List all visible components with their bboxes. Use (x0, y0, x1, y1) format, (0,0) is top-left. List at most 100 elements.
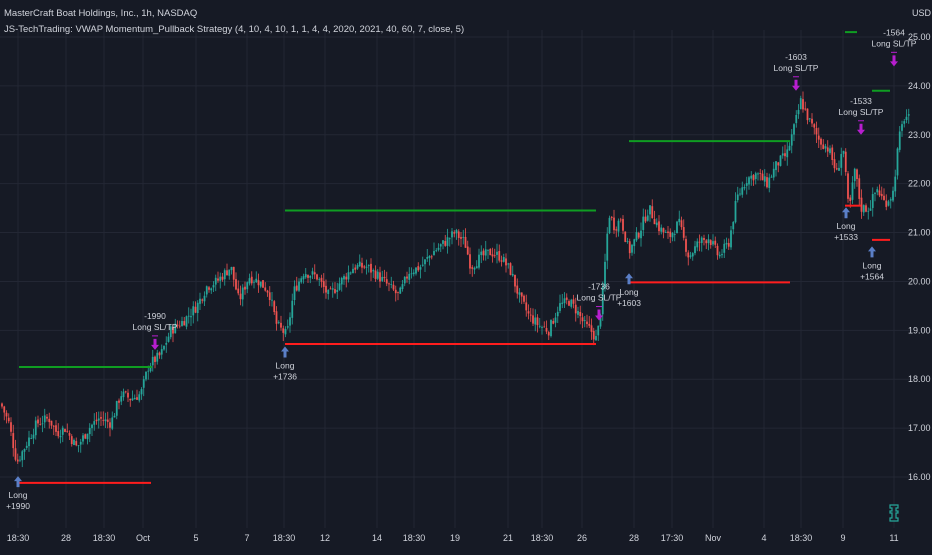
candle-body (502, 257, 505, 262)
candle-body (30, 438, 33, 439)
candle-body (93, 421, 96, 425)
candle-body (766, 177, 768, 188)
candle-body (102, 419, 105, 421)
candle-body (444, 241, 447, 246)
candle-body (257, 280, 260, 286)
candle-body (561, 302, 564, 304)
candle-body (354, 267, 357, 270)
candle-body (696, 241, 699, 248)
candle-body (761, 173, 764, 181)
candle-body (124, 391, 127, 393)
candle-body (754, 173, 757, 180)
candle-body (55, 425, 57, 432)
candle-body (860, 197, 863, 212)
indicator-label[interactable]: JS-TechTrading: VWAP Momentum_Pullback S… (4, 24, 465, 35)
candle-body (165, 342, 168, 345)
candle-body (721, 254, 723, 256)
x-tick-label: 7 (244, 533, 249, 543)
entry-label: Long (863, 260, 882, 270)
candle-body (624, 231, 627, 242)
candle-body (655, 222, 658, 226)
candle-body (316, 274, 318, 280)
candle-body (883, 195, 885, 201)
x-tick-label: 18:30 (7, 533, 30, 543)
candle-body (145, 371, 147, 380)
candle-body (122, 391, 125, 398)
candle-body (385, 279, 388, 284)
candle-body (622, 218, 624, 231)
candle-body (383, 276, 386, 279)
candle-body (61, 427, 64, 435)
candle-body (208, 287, 210, 290)
candle-body (781, 153, 784, 156)
candle-body (419, 267, 422, 270)
candle-body (100, 417, 102, 419)
candle-body (370, 263, 372, 273)
candle-body (514, 274, 516, 287)
candle-body (367, 265, 370, 267)
candle-body (158, 352, 161, 356)
candle-body (262, 280, 264, 288)
candle-body (275, 311, 278, 324)
candle-body (727, 243, 730, 247)
candle-body (466, 246, 469, 255)
candle-body (239, 293, 242, 300)
candle-body (309, 275, 312, 278)
trade-markers: Long+1990Long+1736Long+1603Long+1533Long… (6, 27, 917, 511)
y-tick-label: 18.00 (908, 374, 931, 384)
y-axis[interactable]: 25.00 24.00 23.00 22.00 21.00 20.00 19.00 18.00… (908, 32, 931, 482)
candle-body (784, 153, 786, 157)
candle-body (52, 425, 55, 427)
candle-body (829, 148, 831, 153)
candle-body (889, 199, 892, 201)
candle-body (433, 251, 435, 256)
candle-body (237, 288, 240, 294)
candle-body (219, 276, 222, 281)
candle-body (417, 266, 420, 271)
candle-body (480, 251, 483, 256)
tradingview-logo-icon[interactable] (887, 504, 901, 522)
candle-body (192, 306, 195, 316)
entry-label: Long (276, 361, 295, 371)
candle-body (401, 284, 404, 290)
candle-body (50, 420, 53, 426)
entry-value: +1533 (834, 232, 858, 242)
candle-body (138, 394, 141, 401)
candle-body (842, 150, 845, 154)
down-arrow-icon (792, 79, 800, 91)
candle-body (545, 327, 548, 332)
candle-body (640, 230, 642, 239)
candle-body (808, 118, 811, 120)
candle-body (763, 176, 766, 182)
x-tick-label: Oct (136, 533, 151, 543)
candle-body (527, 311, 530, 314)
x-tick-label: 17:30 (661, 533, 684, 543)
candle-body (592, 330, 595, 340)
candle-body (430, 256, 433, 258)
candle-body (347, 272, 350, 280)
x-axis[interactable]: 18:30 28 18:30 Oct 5 7 18:30 12 14 18:30 19 21 18:30… (7, 533, 899, 543)
candle-body (313, 272, 316, 275)
candle-body (795, 114, 798, 124)
candle-body (259, 281, 262, 287)
candle-body (264, 287, 267, 291)
up-arrow-icon (281, 346, 289, 358)
y-tick-label: 25.00 (908, 32, 931, 42)
candle-body (187, 315, 190, 317)
x-tick-label: 28 (629, 533, 639, 543)
candle-body (133, 397, 136, 400)
candle-body (176, 324, 179, 326)
candle-body (579, 311, 582, 317)
candle-body (547, 332, 550, 336)
candle-body (698, 241, 701, 243)
candle-body (442, 240, 444, 244)
candle-body (516, 285, 519, 294)
candle-body (840, 153, 843, 168)
candle-body (793, 124, 795, 135)
candle-body (277, 322, 280, 324)
candle-body (106, 419, 109, 422)
candle-body (599, 314, 602, 327)
